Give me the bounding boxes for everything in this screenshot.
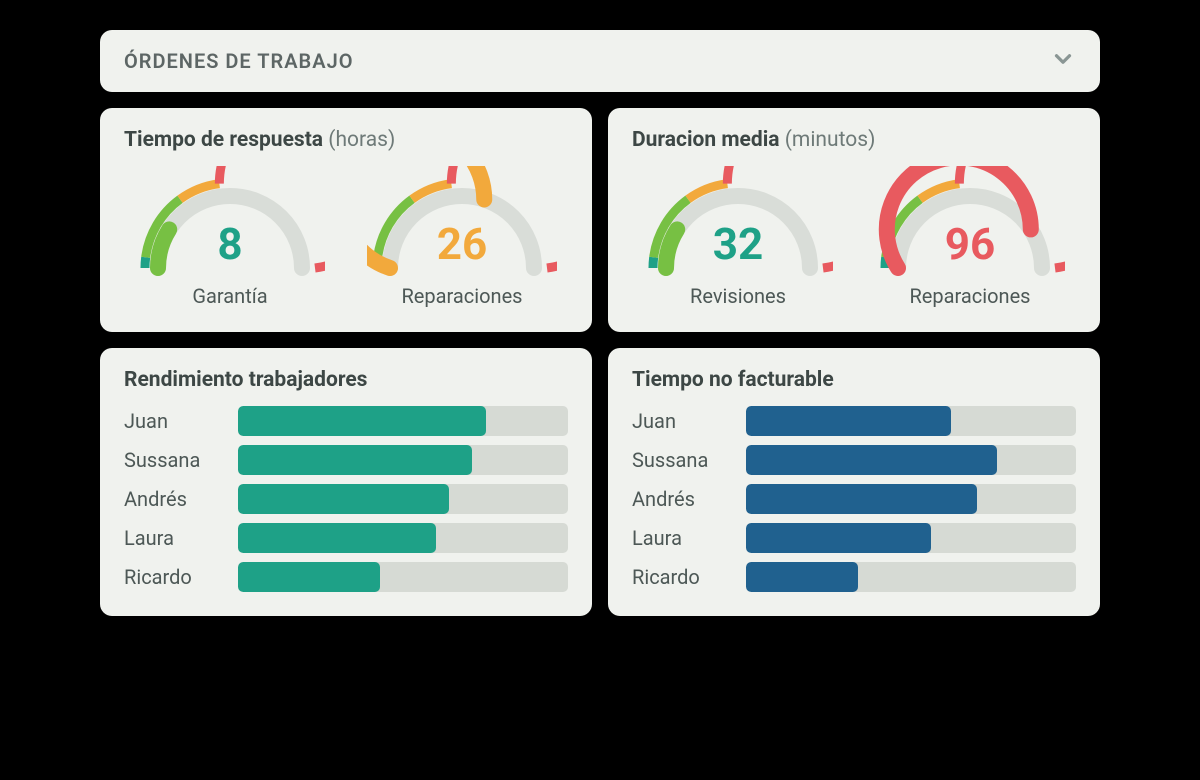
bar-fill	[746, 523, 931, 553]
card-title: Rendimiento trabajadores	[124, 368, 568, 392]
title-bold: Tiempo de respuesta	[124, 128, 323, 152]
gauge-value: 26	[367, 218, 557, 270]
dashboard: ÓRDENES DE TRABAJO Tiempo de respuesta (…	[100, 30, 1100, 616]
bar-track	[746, 484, 1076, 514]
bar-row: Juan	[124, 406, 568, 436]
bar-fill	[746, 445, 997, 475]
bar-name: Laura	[632, 526, 732, 550]
bar-name: Ricardo	[124, 565, 224, 589]
non-billable-card: Tiempo no facturable Juan Sussana Andrés La…	[608, 348, 1100, 616]
bar-name: Juan	[632, 409, 732, 433]
title-bold: Rendimiento trabajadores	[124, 368, 367, 392]
bar-name: Andrés	[632, 487, 732, 511]
bar-fill	[238, 484, 449, 514]
bar-row: Rendimiento trabajadores Juan Sussana Andr…	[100, 348, 1100, 616]
gauges-container: 8 Garantía 26 Reparaciones	[124, 166, 568, 308]
card-title: Tiempo no facturable	[632, 368, 1076, 392]
bar-track	[238, 445, 568, 475]
bar-name: Laura	[124, 526, 224, 550]
worker-performance-card: Rendimiento trabajadores Juan Sussana Andr…	[100, 348, 592, 616]
bar-name: Juan	[124, 409, 224, 433]
gauge-box: 8	[135, 166, 325, 280]
gauge-box: 32	[643, 166, 833, 280]
bar-track	[238, 562, 568, 592]
gauge: 96 Reparaciones	[864, 166, 1076, 308]
bar-track	[746, 445, 1076, 475]
bar-fill	[746, 562, 858, 592]
gauge-label: Reparaciones	[909, 284, 1030, 308]
gauge: 8 Garantía	[124, 166, 336, 308]
bar-name: Sussana	[632, 448, 732, 472]
bar-row: Laura	[124, 523, 568, 553]
bar-track	[238, 523, 568, 553]
bar-row: Andrés	[124, 484, 568, 514]
gauge-label: Garantía	[192, 284, 267, 308]
bar-row: Ricardo	[124, 562, 568, 592]
bar-fill	[238, 562, 380, 592]
card-title: Duracion media (minutos)	[632, 128, 1076, 152]
bar-track	[238, 406, 568, 436]
gauge-box: 26	[367, 166, 557, 280]
bars-container: Juan Sussana Andrés Laura Ricardo	[632, 406, 1076, 592]
gauge: 26 Reparaciones	[356, 166, 568, 308]
avg-duration-card: Duracion media (minutos) 32 Revisiones 96 R…	[608, 108, 1100, 332]
bar-fill	[238, 445, 472, 475]
bar-fill	[746, 484, 977, 514]
bar-row: Laura	[632, 523, 1076, 553]
bars-container: Juan Sussana Andrés Laura Ricardo	[124, 406, 568, 592]
title-bold: Tiempo no facturable	[632, 368, 834, 392]
work-orders-dropdown[interactable]: ÓRDENES DE TRABAJO	[100, 30, 1100, 92]
gauges-container: 32 Revisiones 96 Reparaciones	[632, 166, 1076, 308]
title-bold: Duracion media	[632, 128, 780, 152]
bar-name: Sussana	[124, 448, 224, 472]
gauge-box: 96	[875, 166, 1065, 280]
gauge-label: Revisiones	[690, 284, 786, 308]
gauge-row: Tiempo de respuesta (horas) 8 Garantía 26 R…	[100, 108, 1100, 332]
bar-track	[746, 523, 1076, 553]
gauge-value: 96	[875, 218, 1065, 270]
title-unit: (minutos)	[785, 128, 876, 152]
bar-row: Andrés	[632, 484, 1076, 514]
gauge-value: 32	[643, 218, 833, 270]
gauge: 32 Revisiones	[632, 166, 844, 308]
bar-track	[238, 484, 568, 514]
gauge-label: Reparaciones	[401, 284, 522, 308]
bar-track	[746, 562, 1076, 592]
bar-track	[746, 406, 1076, 436]
bar-row: Sussana	[124, 445, 568, 475]
bar-name: Ricardo	[632, 565, 732, 589]
chevron-down-icon	[1050, 46, 1076, 76]
bar-row: Juan	[632, 406, 1076, 436]
dropdown-label: ÓRDENES DE TRABAJO	[124, 49, 354, 73]
bar-fill	[746, 406, 951, 436]
bar-fill	[238, 406, 486, 436]
card-title: Tiempo de respuesta (horas)	[124, 128, 568, 152]
gauge-value: 8	[135, 218, 325, 270]
title-unit: (horas)	[328, 128, 395, 152]
bar-fill	[238, 523, 436, 553]
bar-row: Ricardo	[632, 562, 1076, 592]
bar-row: Sussana	[632, 445, 1076, 475]
response-time-card: Tiempo de respuesta (horas) 8 Garantía 26 R…	[100, 108, 592, 332]
bar-name: Andrés	[124, 487, 224, 511]
